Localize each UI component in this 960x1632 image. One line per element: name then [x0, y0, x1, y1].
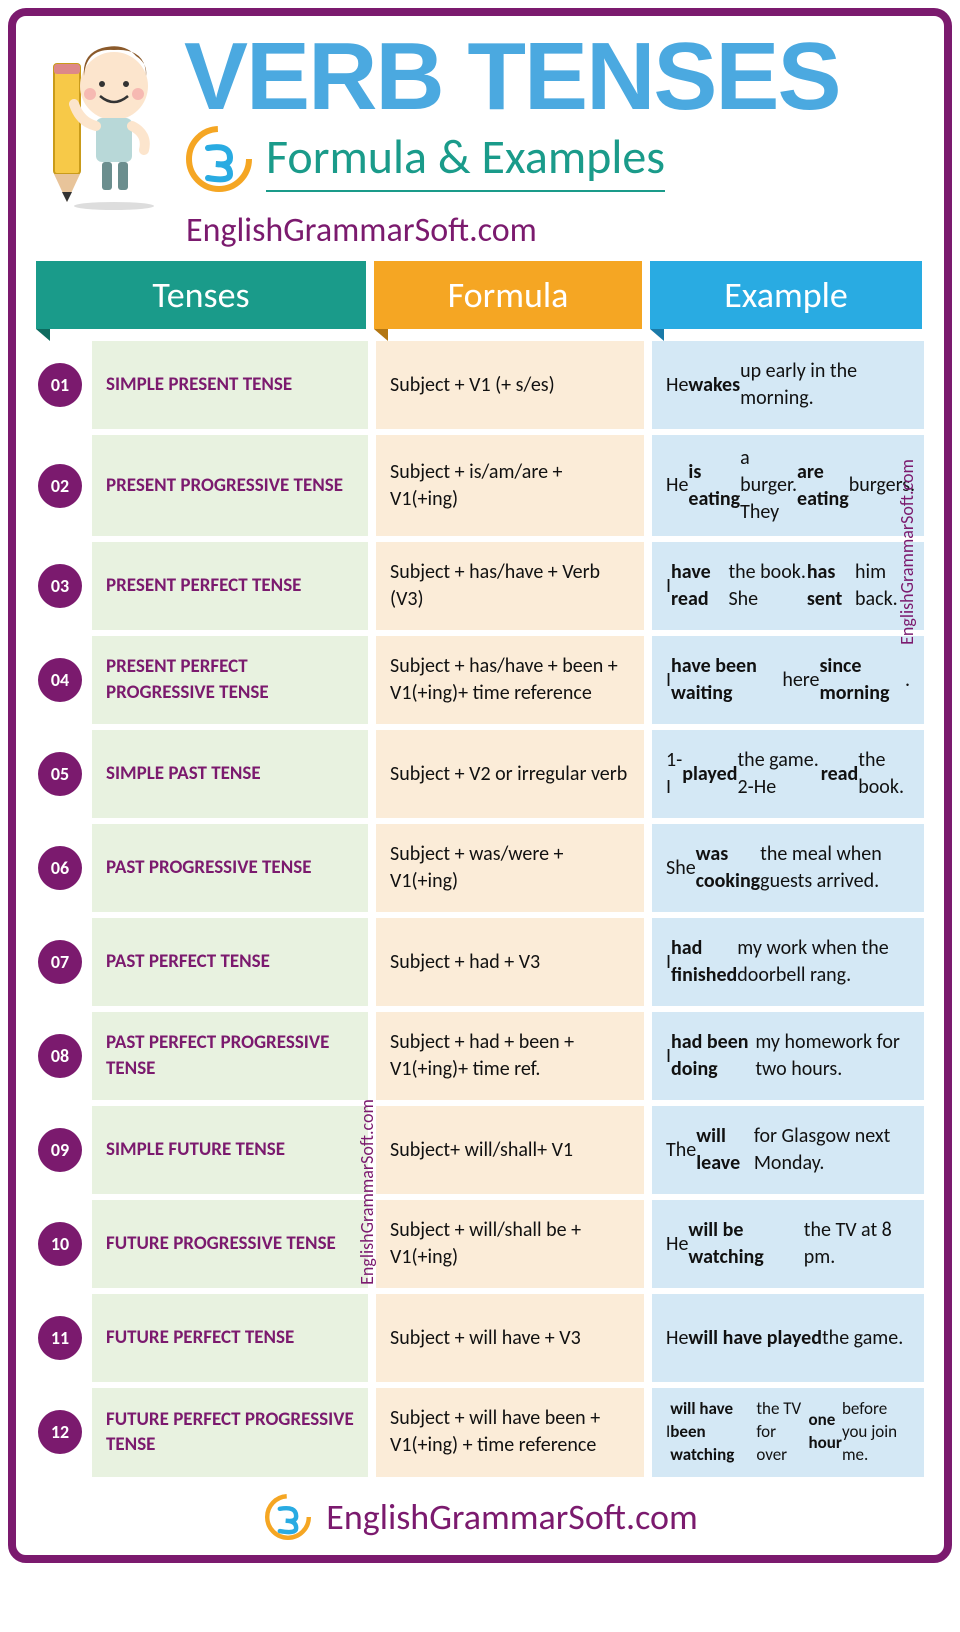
tense-name: PRESENT PERFECT TENSE	[92, 542, 368, 630]
table-row: 08PAST PERFECT PROGRESSIVE TENSESubject …	[36, 1012, 924, 1100]
row-number-badge: 01	[38, 363, 82, 407]
table-row: 10FUTURE PROGRESSIVE TENSESubject + will…	[36, 1200, 924, 1288]
logo-icon	[184, 124, 254, 194]
example-text: She was cooking the meal when guests arr…	[652, 824, 924, 912]
tense-name: PAST PERFECT TENSE	[92, 918, 368, 1006]
example-text: I have read the book. She has sent him b…	[652, 542, 924, 630]
table-row: 06PAST PROGRESSIVE TENSESubject + was/we…	[36, 824, 924, 912]
formula-text: Subject + had + V3	[376, 918, 644, 1006]
website-url: EnglishGrammarSoft.com	[186, 210, 924, 251]
formula-text: Subject + will/shall be + V1(+ing)	[376, 1200, 644, 1288]
example-text: He will have played the game.	[652, 1294, 924, 1382]
col-header-formula: Formula	[374, 261, 642, 329]
footer: EnglishGrammarSoft.com	[36, 1491, 924, 1543]
table-row: 01SIMPLE PRESENT TENSESubject + V1 (+ s/…	[36, 341, 924, 429]
formula-text: Subject + will have + V3	[376, 1294, 644, 1382]
watermark-text: EnglishGrammarSoft.com	[896, 459, 918, 645]
col-header-tenses: Tenses	[36, 261, 366, 329]
formula-text: Subject + is/am/are + V1(+ing)	[376, 435, 644, 536]
main-title: VERB TENSES	[184, 34, 924, 120]
tense-name: FUTURE PERFECT TENSE	[92, 1294, 368, 1382]
tense-name: PAST PERFECT PROGRESSIVE TENSE	[92, 1012, 368, 1100]
row-number-badge: 07	[38, 940, 82, 984]
row-number-badge: 12	[38, 1410, 82, 1454]
table-row: 04PRESENT PERFECT PROGRESSIVE TENSESubje…	[36, 636, 924, 724]
header: VERB TENSES Formula & Examples EnglishGr…	[36, 34, 924, 251]
table-row: 09SIMPLE FUTURE TENSESubject+ will/shall…	[36, 1106, 924, 1194]
table-row: 03PRESENT PERFECT TENSESubject + has/hav…	[36, 542, 924, 630]
tense-name: PRESENT PERFECT PROGRESSIVE TENSE	[92, 636, 368, 724]
row-number-badge: 08	[38, 1034, 82, 1078]
table-row: 05SIMPLE PAST TENSESubject + V2 or irreg…	[36, 730, 924, 818]
example-text: The will leave for Glasgow next Monday.	[652, 1106, 924, 1194]
subtitle: Formula & Examples	[266, 127, 665, 192]
formula-text: Subject + V2 or irregular verb	[376, 730, 644, 818]
tense-name: FUTURE PROGRESSIVE TENSE	[92, 1200, 368, 1288]
example-text: He will be watching the TV at 8 pm.	[652, 1200, 924, 1288]
example-text: I had finished my work when the doorbell…	[652, 918, 924, 1006]
formula-text: Subject+ will/shall+ V1	[376, 1106, 644, 1194]
example-text: He is eating a burger. They are eating b…	[652, 435, 924, 536]
infographic-frame: VERB TENSES Formula & Examples EnglishGr…	[8, 8, 952, 1563]
table-row: 11FUTURE PERFECT TENSESubject + will hav…	[36, 1294, 924, 1382]
row-number-badge: 05	[38, 752, 82, 796]
row-number-badge: 03	[38, 564, 82, 608]
example-text: 1-I played the game. 2-He read the book.	[652, 730, 924, 818]
table-row: 07PAST PERFECT TENSESubject + had + V3I …	[36, 918, 924, 1006]
row-number-badge: 02	[38, 464, 82, 508]
example-text: I will have been watching the TV for ove…	[652, 1388, 924, 1477]
tense-name: SIMPLE PAST TENSE	[92, 730, 368, 818]
column-headers: Tenses Formula Example	[36, 261, 924, 329]
formula-text: Subject + V1 (+ s/es)	[376, 341, 644, 429]
tense-name: SIMPLE FUTURE TENSE	[92, 1106, 368, 1194]
row-number-badge: 11	[38, 1316, 82, 1360]
table-row: 12FUTURE PERFECT PROGRESSIVE TENSESubjec…	[36, 1388, 924, 1477]
tense-name: PAST PROGRESSIVE TENSE	[92, 824, 368, 912]
example-text: I have been waiting here since morning.	[652, 636, 924, 724]
tense-name: SIMPLE PRESENT TENSE	[92, 341, 368, 429]
tense-name: PRESENT PROGRESSIVE TENSE	[92, 435, 368, 536]
formula-text: Subject + has/have + Verb (V3)	[376, 542, 644, 630]
example-text: I had been doing my homework for two hou…	[652, 1012, 924, 1100]
example-text: He wakes up early in the morning.	[652, 341, 924, 429]
row-number-badge: 09	[38, 1128, 82, 1172]
col-header-example: Example	[650, 261, 922, 329]
formula-text: Subject + had + been + V1(+ing)+ time re…	[376, 1012, 644, 1100]
formula-text: Subject + has/have + been + V1(+ing)+ ti…	[376, 636, 644, 724]
formula-text: Subject + will have been + V1(+ing) + ti…	[376, 1388, 644, 1477]
tense-name: FUTURE PERFECT PROGRESSIVE TENSE	[92, 1388, 368, 1477]
footer-text: EnglishGrammarSoft.com	[326, 1495, 697, 1539]
mascot-icon	[36, 34, 176, 214]
logo-icon	[262, 1491, 314, 1543]
row-number-badge: 06	[38, 846, 82, 890]
table-rows: EnglishGrammarSoft.com EnglishGrammarSof…	[36, 341, 924, 1477]
table-row: 02PRESENT PROGRESSIVE TENSESubject + is/…	[36, 435, 924, 536]
formula-text: Subject + was/were + V1(+ing)	[376, 824, 644, 912]
watermark-text: EnglishGrammarSoft.com	[356, 1099, 378, 1285]
row-number-badge: 04	[38, 658, 82, 702]
row-number-badge: 10	[38, 1222, 82, 1266]
